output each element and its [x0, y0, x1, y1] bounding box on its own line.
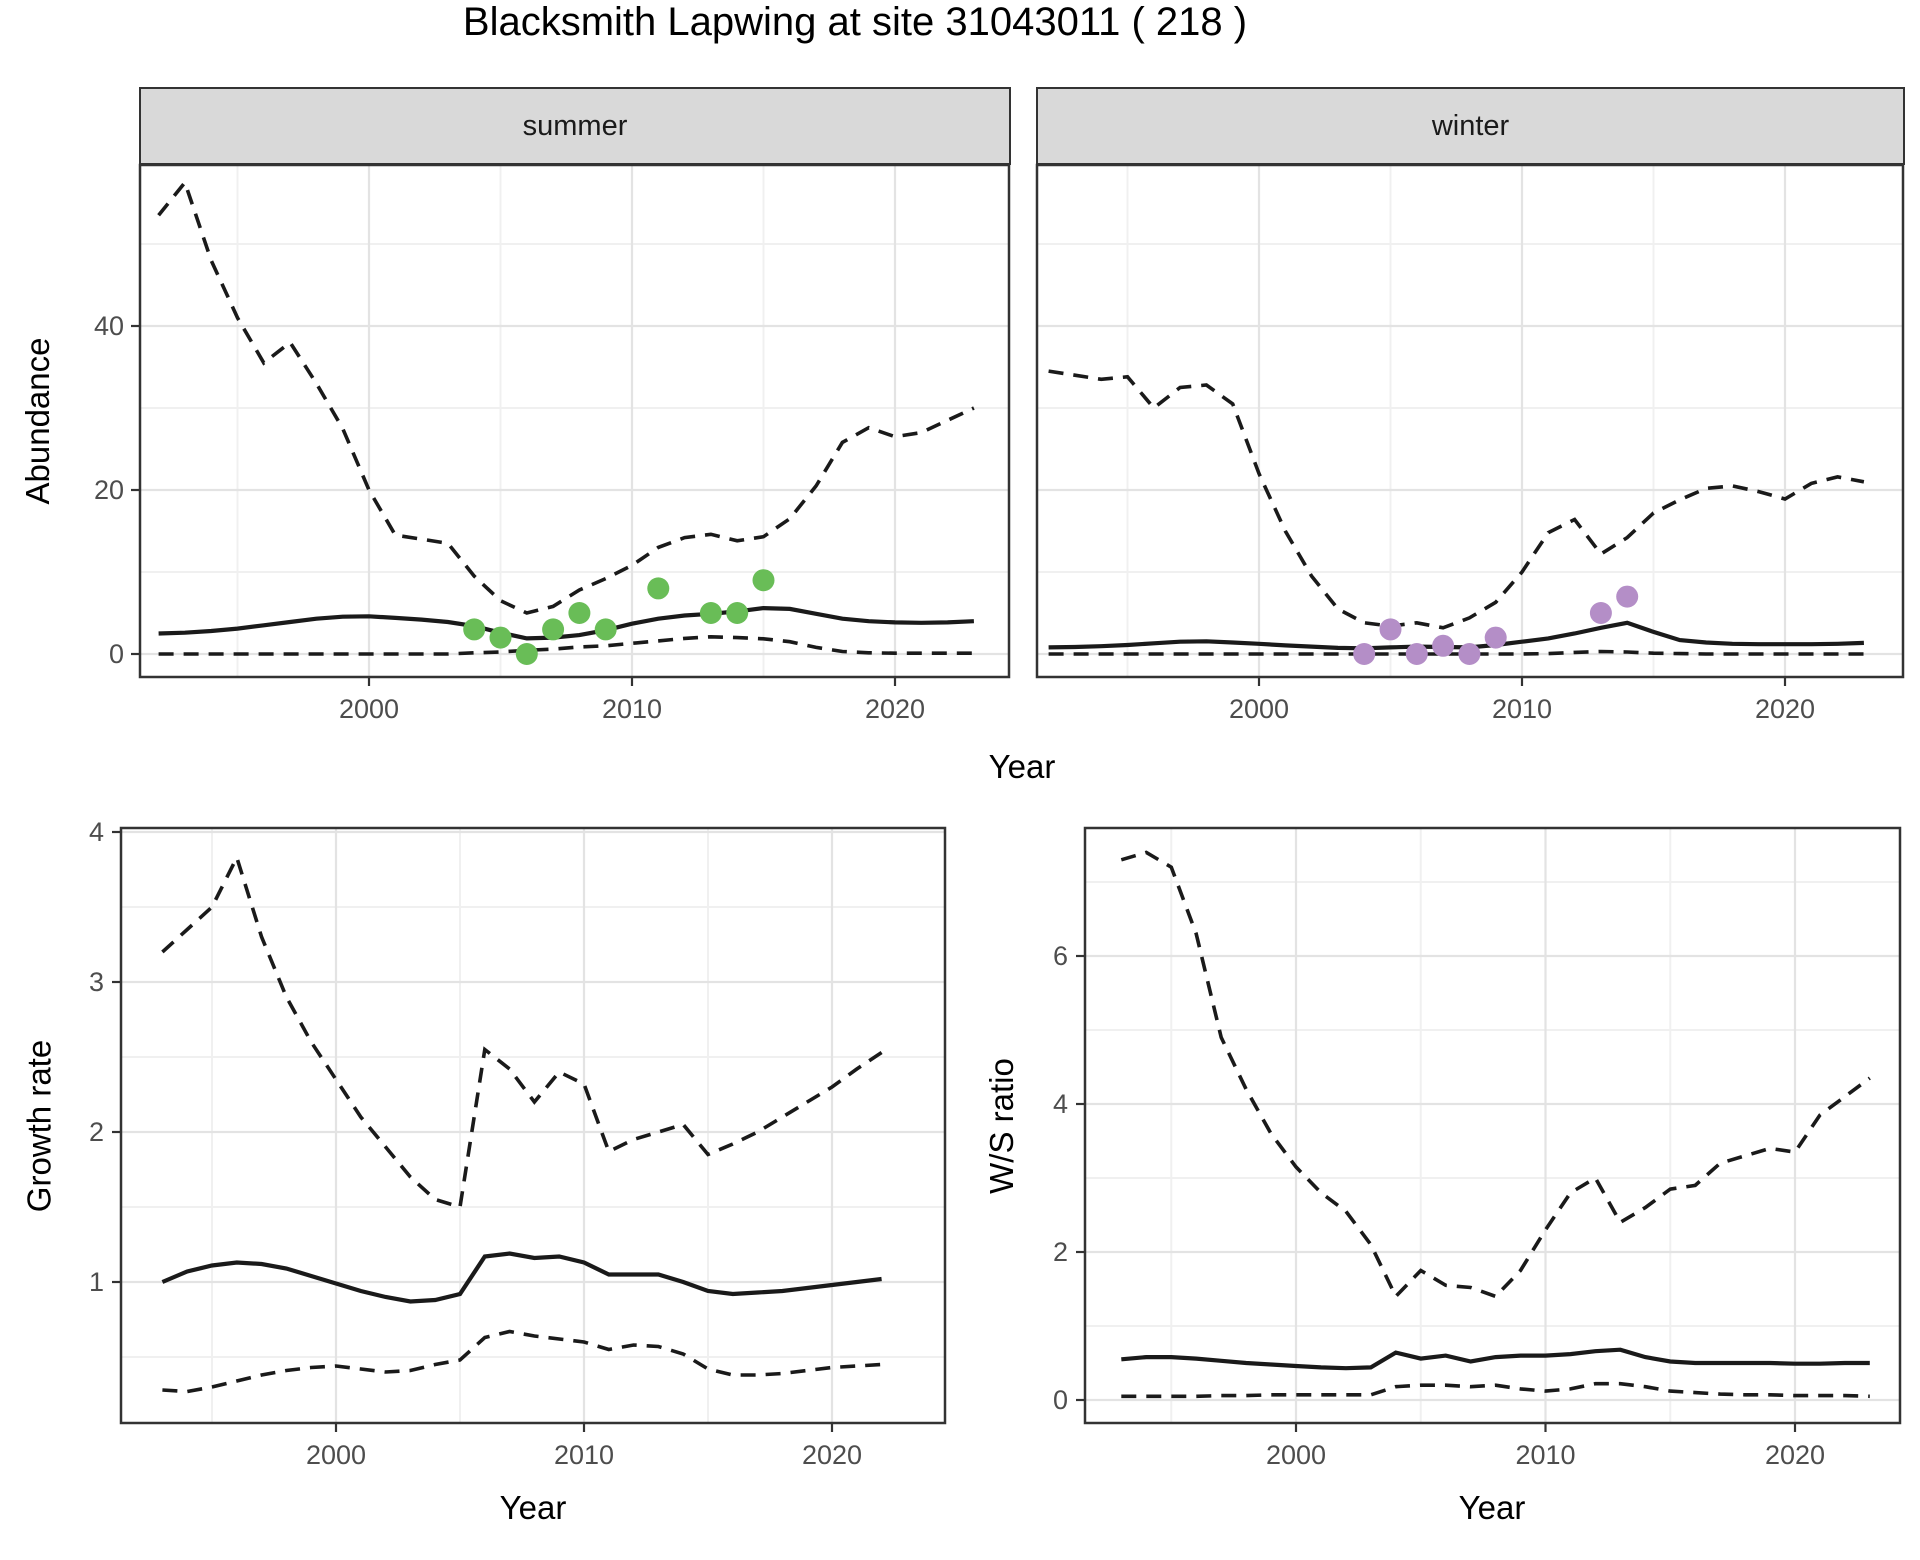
y-tick-label: 4	[1053, 1089, 1068, 1119]
series-upper-ci-dashed	[1048, 369, 1865, 630]
observed-point	[1589, 602, 1612, 624]
x-tick-label: 2010	[554, 1440, 614, 1470]
observed-point	[1405, 643, 1428, 665]
panel-background	[1085, 828, 1900, 1423]
y-tick-label: 4	[89, 817, 104, 847]
series-lower-ci-dashed	[1048, 649, 1864, 656]
y-tick-label: 1	[89, 1267, 104, 1297]
observed-point	[699, 602, 722, 624]
panel-abundance-winter	[1037, 165, 1903, 677]
x-tick-label: 2010	[1492, 694, 1552, 724]
series-median-solid	[1048, 620, 1864, 651]
panel-background	[140, 165, 1009, 677]
observed-point	[1379, 618, 1402, 641]
y-tick-label: 6	[1053, 941, 1068, 971]
observed-point	[594, 618, 617, 641]
y-axis-title-abundance: Abundance	[19, 337, 56, 505]
y-tick-label: 40	[94, 311, 124, 341]
panel-ws-ratio	[1085, 828, 1900, 1423]
y-tick-label: 0	[1053, 1385, 1068, 1415]
series-upper-ci-dashed	[161, 852, 883, 1210]
observed-point	[542, 618, 565, 641]
observed-point	[463, 618, 486, 641]
facet-strip-winter-label: winter	[1431, 109, 1510, 142]
panel-border	[138, 163, 1011, 679]
y-tick-label: 2	[1053, 1237, 1068, 1267]
x-tick-label: 2000	[339, 694, 399, 724]
x-axis-title-year-top: Year	[988, 748, 1056, 785]
panel-border	[1035, 163, 1905, 679]
y-tick-label: 20	[94, 475, 124, 505]
observed-point	[1432, 634, 1455, 657]
panel-background	[121, 828, 945, 1423]
panel-abundance-summer	[140, 165, 1009, 677]
observed-point	[1484, 626, 1507, 649]
y-tick-label: 3	[89, 967, 104, 997]
series-lower-ci-dashed	[1121, 1381, 1870, 1399]
panel-background	[1037, 165, 1903, 677]
x-tick-label: 2000	[1229, 694, 1289, 724]
y-axis-title-ws-ratio: W/S ratio	[983, 1058, 1020, 1194]
facet-strip-summer-label: summer	[522, 109, 628, 142]
x-tick-label: 2000	[1266, 1440, 1326, 1470]
observed-point	[1616, 585, 1639, 608]
x-tick-label: 2000	[306, 1440, 366, 1470]
y-tick-label: 2	[89, 1117, 104, 1147]
observed-point	[1353, 643, 1376, 665]
facet-strip-winter: winter	[1036, 87, 1905, 165]
panel-border	[119, 826, 947, 1425]
x-tick-label: 2020	[1755, 694, 1815, 724]
observed-point	[568, 602, 591, 624]
x-axis-title-year-bottom-right: Year	[1458, 1489, 1526, 1526]
y-tick-label: 0	[109, 639, 124, 669]
series-median-solid	[161, 1251, 882, 1304]
observed-point	[726, 602, 749, 624]
observed-point	[1458, 643, 1481, 665]
x-tick-label: 2010	[1515, 1440, 1575, 1470]
panel-border	[1083, 826, 1902, 1425]
observed-point	[647, 577, 670, 600]
observed-point	[489, 626, 512, 649]
x-axis-title-year-bottom-left: Year	[499, 1489, 567, 1526]
x-tick-label: 2020	[865, 694, 925, 724]
y-axis-title-growth-rate: Growth rate	[20, 1039, 58, 1213]
x-tick-label: 2020	[802, 1440, 862, 1470]
observed-point	[515, 643, 538, 665]
panel-growth-rate	[121, 828, 945, 1423]
plot-title: Blacksmith Lapwing at site 31043011 ( 21…	[462, 0, 1248, 44]
x-tick-label: 2010	[602, 694, 662, 724]
series-median-solid	[158, 605, 974, 641]
facet-strip-summer: summer	[139, 87, 1011, 165]
series-upper-ci-dashed	[157, 178, 975, 615]
series-median-solid	[1121, 1347, 1870, 1371]
observed-point	[752, 569, 775, 592]
x-tick-label: 2020	[1765, 1440, 1825, 1470]
series-lower-ci-dashed	[158, 634, 974, 656]
